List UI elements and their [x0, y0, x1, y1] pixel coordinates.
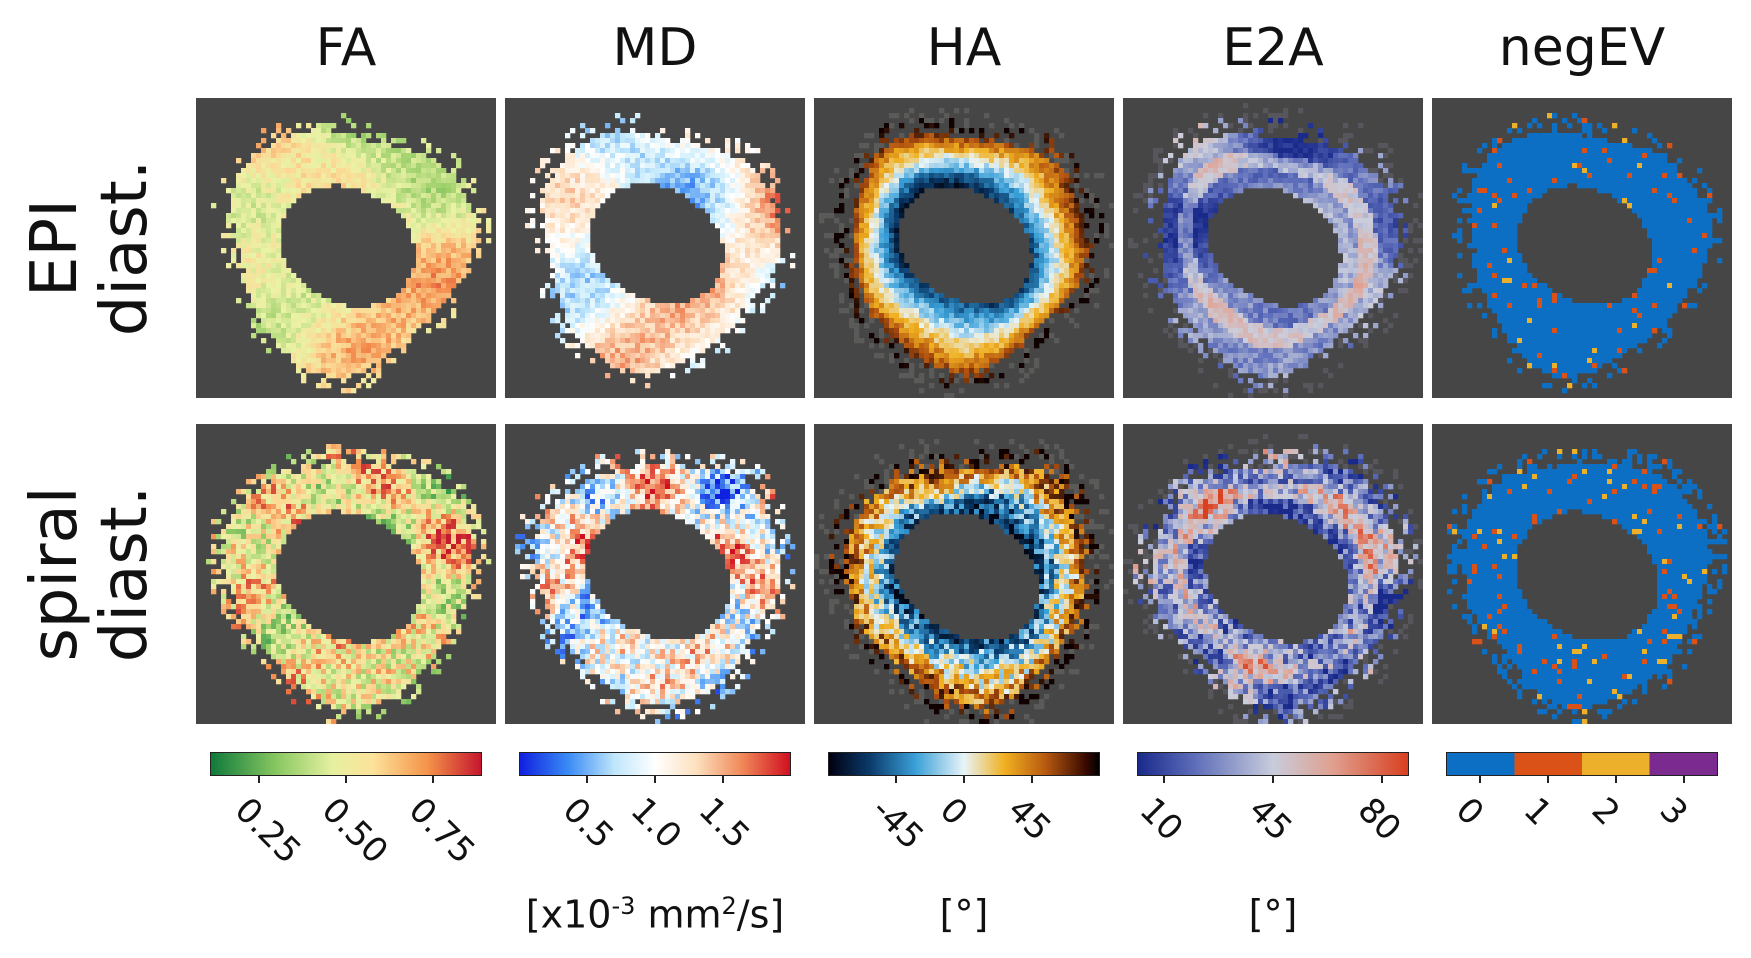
colorbar-tick-mark: [1615, 776, 1617, 783]
colorbar-fa: [210, 752, 482, 776]
colorbar-tick-label: 0: [1447, 790, 1492, 834]
row-label-line1: EPI: [18, 199, 92, 297]
colorbar-tick-label: 0.50: [313, 790, 396, 872]
map-panel-spiral-e2a: [1123, 424, 1423, 724]
unit-label-e2a: [°]: [1248, 892, 1298, 936]
colorbar-tick-mark: [257, 776, 260, 783]
map-panel-epi-ha: [814, 98, 1114, 398]
map-panel-epi-fa: [196, 98, 496, 398]
colorbar-tick-label: 1.0: [622, 790, 690, 857]
map-image: [1123, 98, 1423, 398]
colorbar-tick-label: 0: [931, 790, 976, 834]
colorbar-tick-mark: [654, 776, 656, 783]
colorbar-tick-mark: [1272, 776, 1274, 783]
row-label-text: spiral diast.: [18, 485, 162, 663]
map-panel-spiral-negev: [1432, 424, 1732, 724]
colorbar-tick-mark: [1547, 776, 1549, 783]
map-panel-spiral-fa: [196, 424, 496, 724]
colorbar-tick-mark: [722, 776, 724, 783]
unit-label-ha: [°]: [939, 892, 989, 936]
colorbar-tick-label: 80: [1349, 790, 1409, 849]
row-label-line2: diast.: [88, 159, 162, 337]
colorbar-tick-label: 1.5: [690, 790, 758, 857]
map-panel-epi-e2a: [1123, 98, 1423, 398]
map-panel-epi-md: [505, 98, 805, 398]
colorbar-tick-label: 0.75: [400, 790, 483, 872]
colorbar-tick-mark: [1683, 776, 1685, 783]
colorbar-negev: [1446, 752, 1718, 776]
column-title-fa: FA: [315, 18, 377, 78]
row-label-text: EPI diast.: [18, 159, 162, 337]
colorbar-tick-mark: [432, 776, 435, 783]
colorbar-tick-mark: [895, 776, 897, 783]
colorbar-tick-label: 1: [1515, 790, 1560, 834]
colorbar-tick-mark: [1163, 776, 1166, 783]
map-image: [505, 98, 805, 398]
row-label-epi: EPI diast.: [0, 93, 180, 403]
map-image: [1432, 424, 1732, 724]
colorbar-md: [519, 752, 791, 776]
map-panel-spiral-ha: [814, 424, 1114, 724]
map-panel-spiral-md: [505, 424, 805, 724]
colorbar-tick-label: 10: [1131, 790, 1191, 849]
colorbar-tick-mark: [345, 776, 347, 783]
row-label-line2: diast.: [88, 485, 162, 663]
colorbar-ha: [828, 752, 1100, 776]
row-label-line1: spiral: [18, 486, 92, 662]
column-title-e2a: E2A: [1222, 18, 1324, 78]
map-image: [1123, 424, 1423, 724]
colorbar-tick-mark: [586, 776, 588, 783]
column-title-negev: negEV: [1498, 18, 1666, 78]
row-label-spiral: spiral diast.: [0, 419, 180, 729]
colorbar-tick-mark: [1479, 776, 1481, 783]
colorbar-tick-mark: [1380, 776, 1383, 783]
map-image: [505, 424, 805, 724]
map-image: [196, 98, 496, 398]
column-title-md: MD: [612, 18, 698, 78]
colorbar-e2a: [1137, 752, 1409, 776]
unit-label-md: [x10-3 mm2/s]: [525, 892, 785, 937]
map-image: [196, 424, 496, 724]
map-image: [814, 424, 1114, 724]
map-panel-epi-negev: [1432, 98, 1732, 398]
colorbar-tick-mark: [1031, 776, 1033, 783]
colorbar-tick-label: 0.25: [226, 790, 309, 872]
colorbar-tick-label: 0.5: [554, 790, 622, 857]
colorbar-tick-label: 45: [1240, 790, 1300, 849]
colorbar-tick-label: 45: [999, 790, 1059, 849]
map-image: [1432, 98, 1732, 398]
colorbar-tick-label: 2: [1583, 790, 1628, 834]
colorbar-tick-label: 3: [1651, 790, 1696, 834]
column-title-ha: HA: [926, 18, 1002, 78]
colorbar-tick-mark: [963, 776, 965, 783]
map-image: [814, 98, 1114, 398]
colorbar-tick-label: -45: [863, 790, 932, 858]
